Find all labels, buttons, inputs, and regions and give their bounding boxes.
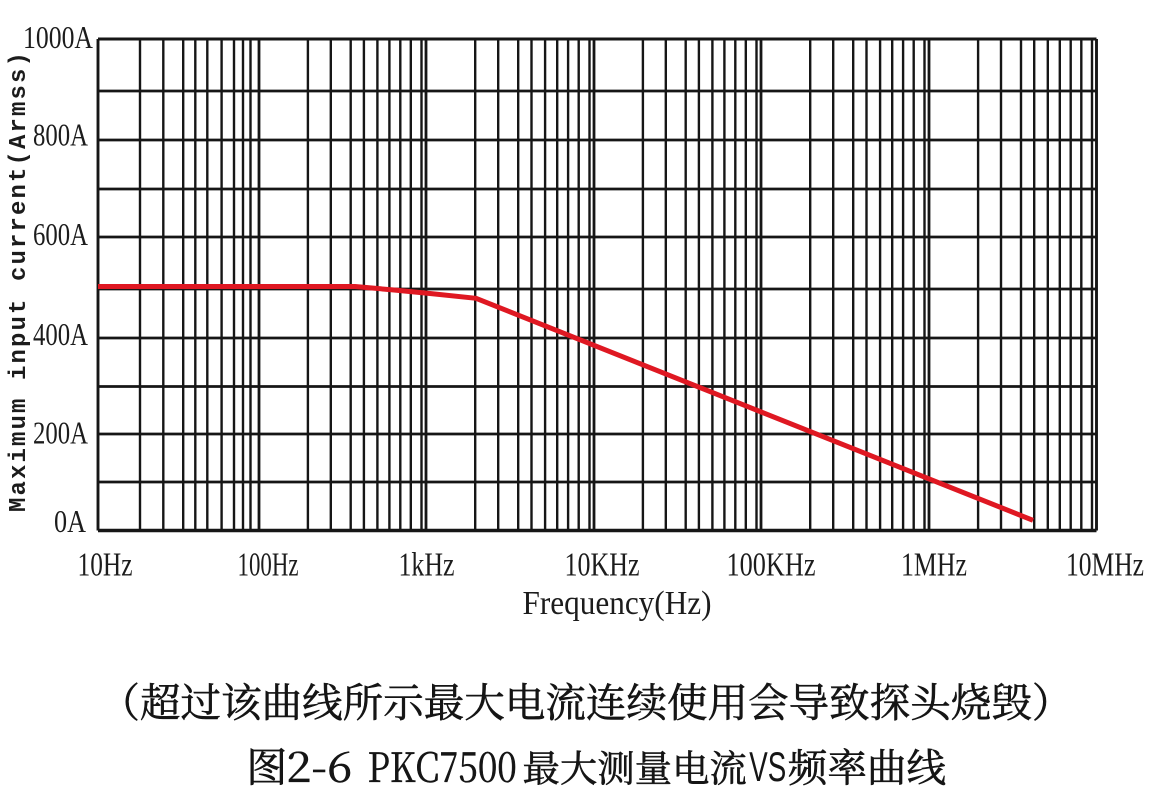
svg-text:1MHz: 1MHz — [901, 547, 967, 584]
svg-text:10Hz: 10Hz — [78, 547, 133, 584]
svg-text:100Hz: 100Hz — [238, 547, 299, 584]
svg-text:200A: 200A — [33, 415, 88, 451]
svg-text:Frequency(Hz): Frequency(Hz) — [523, 585, 712, 622]
svg-text:600A: 600A — [33, 216, 88, 252]
svg-text:0A: 0A — [54, 503, 86, 539]
svg-text:1000A: 1000A — [23, 19, 93, 55]
svg-text:1kHz: 1kHz — [399, 547, 455, 584]
svg-text:800A: 800A — [33, 117, 88, 153]
svg-text:10MHz: 10MHz — [1066, 547, 1144, 584]
svg-text:Maximum input current(Armss): Maximum input current(Armss) — [6, 50, 33, 512]
svg-text:VS: VS — [749, 743, 786, 790]
svg-text:100KHz: 100KHz — [727, 547, 816, 584]
svg-text:10KHz: 10KHz — [565, 547, 640, 584]
svg-text:400A: 400A — [33, 316, 88, 352]
